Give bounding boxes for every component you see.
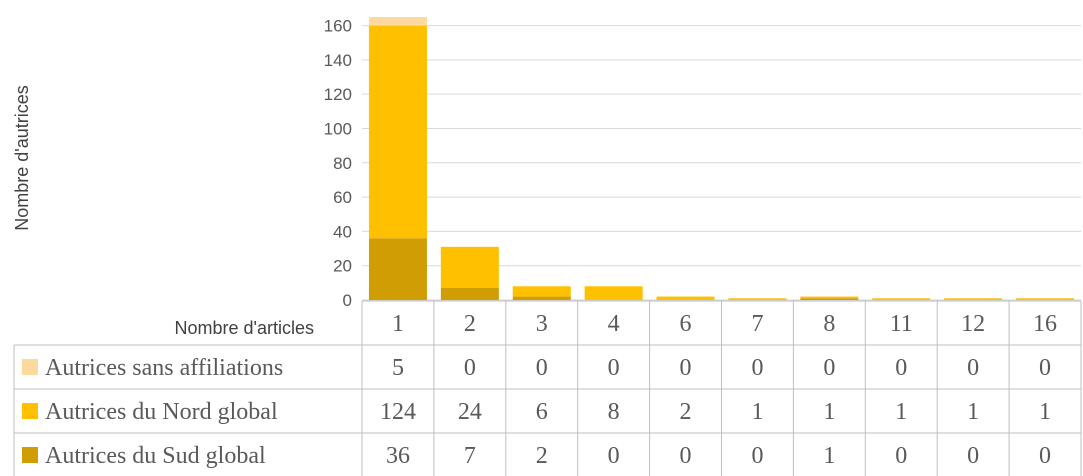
y-tick-label: 60 (333, 188, 352, 207)
y-tick-label: 120 (324, 85, 352, 104)
legend-label: Autrices du Nord global (45, 399, 278, 425)
data-label: 0 (895, 443, 907, 469)
data-label: 0 (464, 355, 476, 381)
y-tick-label: 0 (343, 291, 352, 310)
x-axis-title: Nombre d'articles (175, 318, 314, 338)
x-category-label: 3 (536, 311, 548, 337)
data-label: 36 (386, 443, 410, 469)
data-label: 0 (608, 443, 620, 469)
data-label: 0 (680, 443, 692, 469)
data-label: 2 (536, 443, 548, 469)
data-label: 0 (1039, 443, 1051, 469)
legend-swatch (22, 403, 38, 419)
data-label: 8 (608, 399, 620, 425)
x-category-label: 11 (890, 311, 913, 337)
data-label: 0 (823, 355, 835, 381)
legend-swatch (22, 359, 38, 375)
x-category-label: 4 (608, 311, 620, 337)
data-label: 0 (751, 443, 763, 469)
y-tick-label: 160 (324, 17, 352, 36)
x-category-label: 16 (1033, 311, 1057, 337)
x-category-label: 7 (751, 311, 763, 337)
data-label: 124 (380, 399, 416, 425)
bar-segment (728, 298, 787, 300)
x-category-label: 8 (823, 311, 835, 337)
data-label: 0 (967, 443, 979, 469)
data-label: 0 (1039, 355, 1051, 381)
x-category-label: 6 (680, 311, 692, 337)
data-label: 1 (823, 399, 835, 425)
data-label: 1 (823, 443, 835, 469)
data-label: 6 (536, 399, 548, 425)
x-category-label: 2 (464, 311, 476, 337)
data-label: 0 (895, 355, 907, 381)
bar-segment (368, 238, 427, 300)
bar-segment (1016, 298, 1075, 300)
data-label: 0 (536, 355, 548, 381)
data-label: 7 (464, 443, 476, 469)
bar-segment (800, 296, 859, 299)
data-label: 5 (392, 355, 404, 381)
bar-segment (800, 298, 859, 300)
y-tick-label: 40 (333, 222, 352, 241)
y-tick-label: 140 (324, 51, 352, 70)
bar-segment (656, 296, 715, 300)
x-category-label: 12 (961, 311, 985, 337)
legend-label: Autrices sans affiliations (45, 355, 283, 381)
data-label: 0 (967, 355, 979, 381)
data-label: 1 (895, 399, 907, 425)
x-category-label: 1 (392, 311, 404, 337)
bar-segment (368, 25, 427, 239)
data-label: 1 (751, 399, 763, 425)
y-tick-label: 80 (333, 154, 352, 173)
y-axis-title: Nombre d'autrices (12, 85, 32, 231)
data-label: 2 (680, 399, 692, 425)
bar-segment (440, 246, 499, 288)
bar-segment (512, 296, 571, 300)
y-axis-ticks: 0 20 40 60 80 100 120 140 160 (324, 17, 352, 310)
data-label: 1 (1039, 399, 1051, 425)
bar-segment (584, 286, 643, 300)
y-tick-label: 100 (324, 119, 352, 138)
bar-segment (368, 17, 427, 26)
legend-label: Autrices du Sud global (45, 443, 266, 469)
bar-segment (944, 298, 1003, 300)
bar-segment (440, 287, 499, 300)
data-label: 0 (608, 355, 620, 381)
data-label: 0 (680, 355, 692, 381)
bar-segment (512, 286, 571, 297)
bars (368, 17, 1075, 300)
bar-segment (872, 298, 931, 300)
data-label: 0 (751, 355, 763, 381)
data-label: 24 (458, 399, 482, 425)
y-tick-label: 20 (333, 257, 352, 276)
data-label: 1 (967, 399, 979, 425)
legend-swatch (22, 447, 38, 463)
